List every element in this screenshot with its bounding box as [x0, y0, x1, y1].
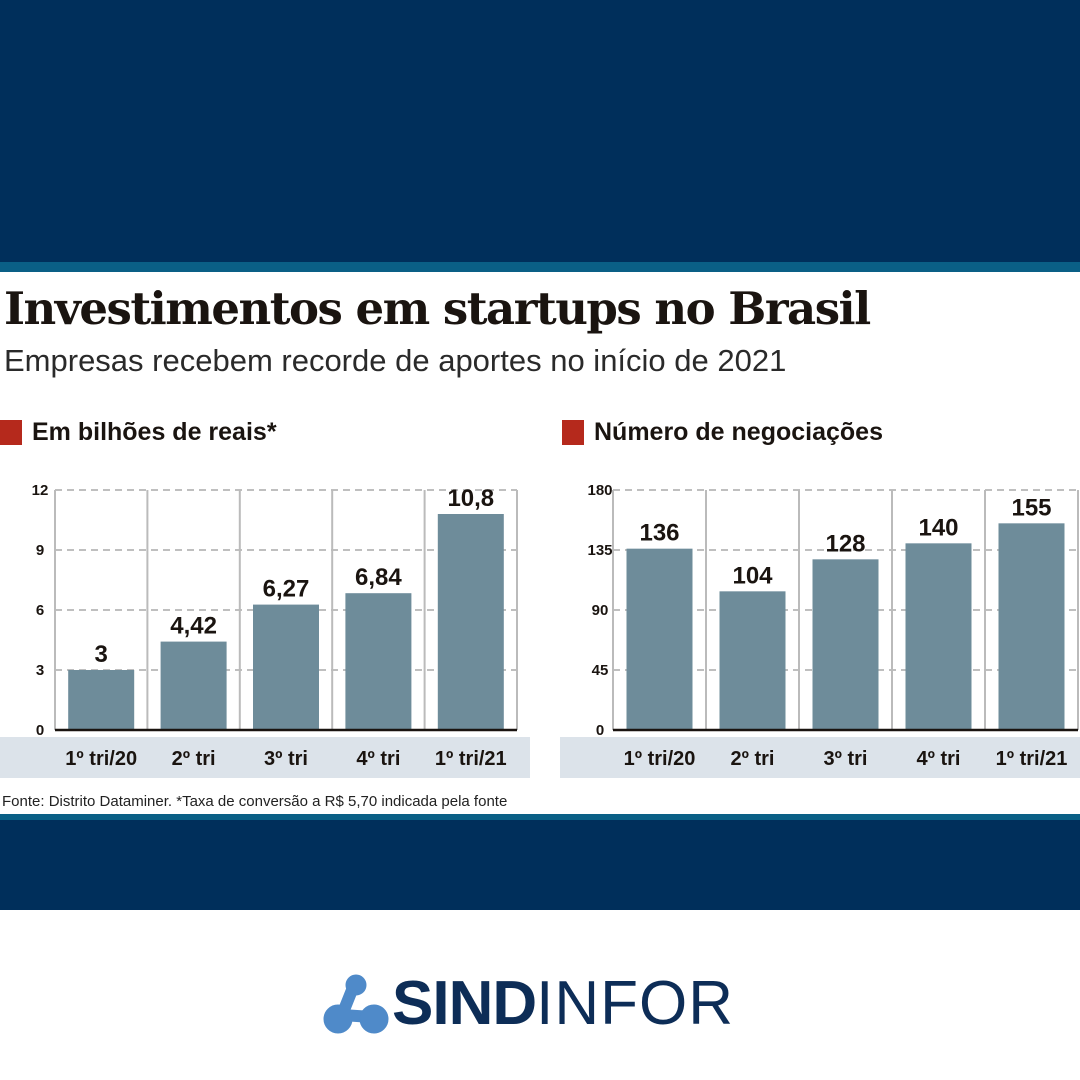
infographic-subtitle: Empresas recebem recorde de aportes no i…: [4, 343, 787, 378]
x-tick-label: 2º tri: [172, 748, 216, 770]
data-label: 155: [1011, 494, 1051, 521]
source-note: Fonte: Distrito Dataminer. *Taxa de conv…: [2, 793, 508, 810]
x-tick-label: 1º tri/20: [65, 748, 137, 770]
category-band: [560, 737, 1080, 778]
logo-text-light: INFOR: [536, 969, 735, 1038]
y-tick-label: 0: [596, 722, 604, 739]
data-label: 3: [95, 641, 108, 668]
bar: [812, 559, 879, 730]
x-tick-label: 1º tri/21: [435, 748, 507, 770]
y-tick-label: 3: [36, 662, 44, 679]
y-tick-label: 90: [592, 602, 609, 619]
bar: [160, 641, 227, 730]
bar: [253, 604, 319, 730]
x-tick-label: 2º tri: [731, 748, 775, 770]
chart-title-left: Em bilhões de reais*: [0, 418, 277, 447]
data-label: 140: [918, 514, 958, 541]
section-marker-icon: [0, 420, 22, 445]
chart-title-text: Número de negociações: [594, 418, 883, 446]
x-tick-label: 1º tri/21: [996, 748, 1068, 770]
bar: [626, 548, 693, 730]
divider-stripe: [0, 262, 1080, 272]
data-label: 10,8: [447, 485, 494, 512]
x-tick-label: 3º tri: [264, 748, 308, 770]
sindinfor-logo: SIND INFOR: [322, 968, 734, 1039]
y-tick-label: 45: [592, 662, 609, 679]
y-tick-label: 0: [36, 722, 44, 739]
bar: [345, 593, 412, 730]
bar: [905, 543, 972, 730]
bottom-banner: [0, 820, 1080, 910]
section-marker-icon: [562, 420, 584, 445]
molecule-logo-icon: [323, 974, 389, 1033]
y-tick-label: 180: [587, 482, 612, 499]
bar: [437, 514, 504, 730]
y-tick-label: 135: [587, 542, 612, 559]
data-label: 6,27: [263, 576, 310, 603]
logo-text-bold: SIND: [392, 969, 537, 1038]
x-tick-label: 4º tri: [356, 748, 400, 770]
data-label: 6,84: [355, 564, 402, 591]
x-tick-label: 4º tri: [917, 748, 961, 770]
top-banner: [0, 0, 1080, 262]
chart-title-right: Número de negociações: [562, 418, 883, 447]
bar: [998, 523, 1065, 730]
data-label: 4,42: [170, 613, 217, 640]
divider-stripe: [0, 814, 1080, 820]
y-tick-label: 9: [36, 542, 44, 559]
x-tick-label: 3º tri: [824, 748, 868, 770]
y-tick-label: 6: [36, 602, 44, 619]
data-label: 136: [639, 520, 679, 547]
data-label: 128: [825, 530, 865, 557]
x-tick-label: 1º tri/20: [624, 748, 696, 770]
y-tick-label: 12: [32, 482, 49, 499]
data-label: 104: [732, 562, 773, 589]
bar: [68, 670, 135, 730]
infographic-title: Investimentos em startups no Brasil: [4, 282, 871, 335]
chart-title-text: Em bilhões de reais*: [32, 418, 277, 446]
category-band: [0, 737, 530, 778]
bar: [719, 591, 786, 730]
